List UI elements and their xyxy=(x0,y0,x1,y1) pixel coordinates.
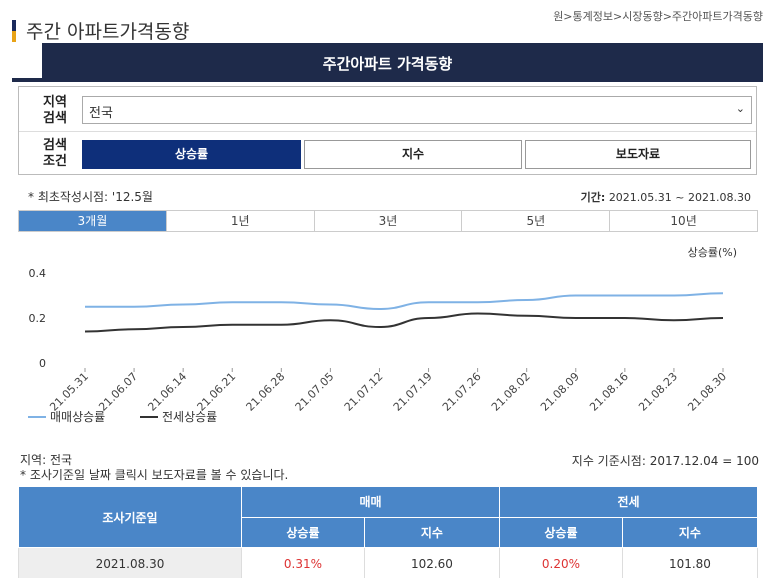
tab-10-years[interactable]: 10년 xyxy=(610,211,757,231)
period-info: 기간: 2021.05.31 ~ 2021.08.30 xyxy=(581,189,751,205)
banner: 주간아파트 가격동향 xyxy=(12,43,763,82)
x-tick-label: 21.05.31 xyxy=(47,370,91,414)
series-line-sale xyxy=(84,292,724,311)
row-sale-rate: 0.31% xyxy=(241,547,365,578)
tab-5-years[interactable]: 5년 xyxy=(462,211,611,231)
x-tick-label: 21.07.26 xyxy=(440,370,484,414)
col-jeonse-header: 전세 xyxy=(498,486,759,518)
row-sale-index: 102.60 xyxy=(363,547,500,578)
x-tick-label: 21.07.12 xyxy=(342,370,386,414)
x-tick-label: 21.08.09 xyxy=(538,370,582,414)
table-row: 2021.08.30 0.31% 102.60 0.20% 101.80 xyxy=(18,547,759,578)
region-note: 지역: 전국 xyxy=(20,453,73,467)
row-date-link[interactable]: 2021.08.30 xyxy=(18,547,242,578)
period-tabs: 3개월 1년 3년 5년 10년 xyxy=(18,210,758,232)
condition-index-button[interactable]: 지수 xyxy=(304,140,522,169)
region-select-value: 전국 xyxy=(89,106,113,121)
col-date-header: 조사기준일 xyxy=(18,486,242,548)
legend-label: 매매상승률 xyxy=(50,410,105,424)
y-tick-label: 0.2 xyxy=(29,312,47,325)
banner-title: 주간아파트 가격동향 xyxy=(322,55,453,73)
tab-3-months[interactable]: 3개월 xyxy=(19,211,167,231)
x-tick-label: 21.06.21 xyxy=(195,370,239,414)
condition-rate-button[interactable]: 상승률 xyxy=(82,140,301,169)
col-jeonse-index-header: 지수 xyxy=(621,516,759,548)
tab-3-years[interactable]: 3년 xyxy=(314,211,463,231)
page-title: 주간 아파트가격동향 xyxy=(26,21,190,43)
x-tick-label: 21.08.30 xyxy=(685,370,729,414)
price-trend-chart: 상승률(%)00.20.421.05.31 21.06.07 21.06.14 21.… xyxy=(28,246,737,424)
tab-1-year[interactable]: 1년 xyxy=(166,211,315,231)
condition-press-button[interactable]: 보도자료 xyxy=(525,140,751,169)
chevron-down-icon: ⌄ xyxy=(735,102,745,115)
col-sale-index-header: 지수 xyxy=(363,516,500,548)
region-select[interactable]: 전국 ⌄ xyxy=(82,96,752,124)
breadcrumb: 원>통계정보>시장동향>주간아파트가격동향 xyxy=(553,10,763,23)
x-tick-label: 21.07.05 xyxy=(293,370,337,414)
y-tick-label: 0.4 xyxy=(29,267,47,280)
banner-notch xyxy=(12,43,42,78)
row-jeonse-rate: 0.20% xyxy=(498,547,623,578)
legend-label: 전세상승률 xyxy=(162,410,217,424)
period-label: 기간: xyxy=(580,191,606,204)
region-label: 지역 검색 xyxy=(43,95,67,126)
x-tick-label: 21.06.28 xyxy=(244,370,288,414)
y-axis-label: 상승률(%) xyxy=(688,246,737,259)
index-base-note: 지수 기준시점: 2017.12.04 = 100 xyxy=(571,454,759,468)
condition-label: 검색 조건 xyxy=(43,138,67,169)
search-panel: 지역 검색 전국 ⌄ 검색 조건 상승률 지수 보도자료 xyxy=(18,86,757,175)
series-line-jeonse xyxy=(84,312,724,333)
col-sale-header: 매매 xyxy=(241,486,500,518)
x-tick-label: 21.06.14 xyxy=(145,370,189,414)
row-jeonse-index: 101.80 xyxy=(621,547,759,578)
click-note: * 조사기준일 날짜 클릭시 보도자료를 볼 수 있습니다. xyxy=(20,468,289,482)
title-accent-dark xyxy=(12,20,16,31)
col-jeonse-rate-header: 상승률 xyxy=(498,516,623,548)
x-tick-label: 21.08.02 xyxy=(489,370,533,414)
period-value: 2021.05.31 ~ 2021.08.30 xyxy=(608,191,751,204)
col-sale-rate-header: 상승률 xyxy=(241,516,365,548)
x-tick-label: 21.08.16 xyxy=(587,370,631,414)
x-tick-label: 21.07.19 xyxy=(391,370,435,414)
x-tick-label: 21.08.23 xyxy=(636,370,680,414)
data-table: 조사기준일 매매 전세 상승률 지수 상승률 지수 2021.08.30 0.3… xyxy=(18,486,759,578)
x-tick-label: 21.06.07 xyxy=(96,370,140,414)
first-created-note: * 최초작성시점: '12.5월 xyxy=(28,190,153,204)
search-divider xyxy=(19,131,756,132)
title-accent xyxy=(12,20,16,42)
y-tick-label: 0 xyxy=(39,357,46,370)
